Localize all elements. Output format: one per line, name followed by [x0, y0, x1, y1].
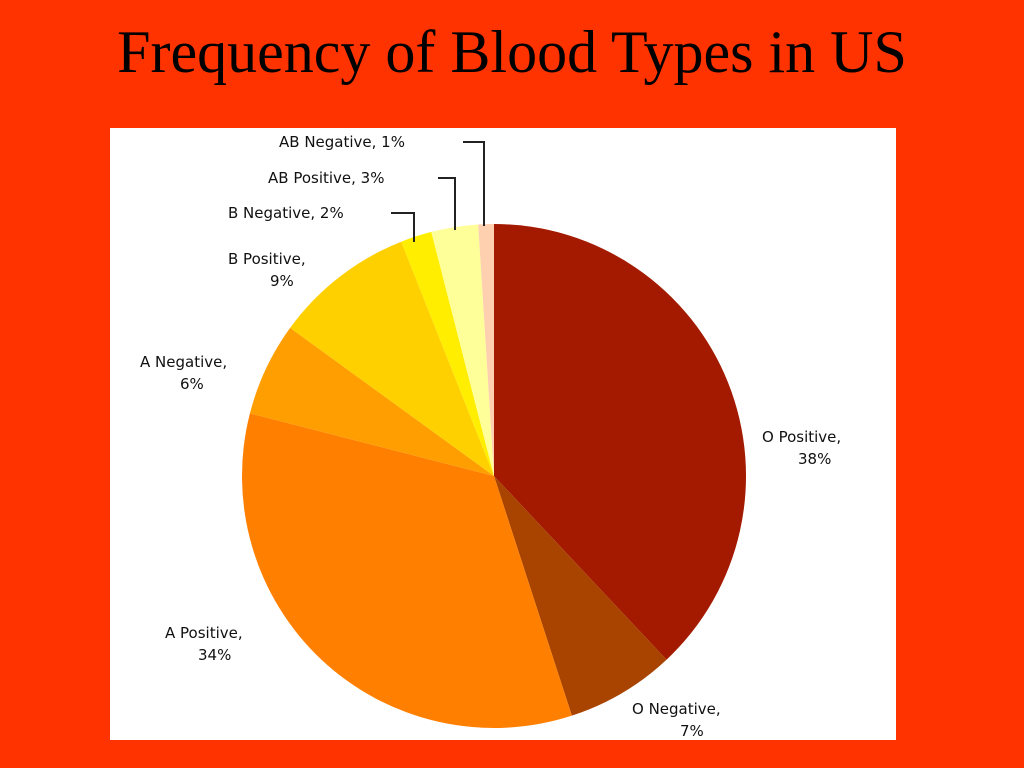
- pie-slice-o-negative: [494, 476, 667, 716]
- slice-label-ab-positive: AB Positive, 3%: [268, 169, 384, 187]
- slice-label-o-negative: O Negative,: [632, 700, 721, 718]
- slice-label-a-positive: A Positive,: [165, 624, 243, 642]
- slice-label-a-negative: A Negative,: [140, 353, 227, 371]
- pie-slice-a-positive: [242, 413, 572, 729]
- slice-label-a-positive-pct: 34%: [198, 646, 231, 664]
- pie-slice-b-positive: [290, 241, 494, 476]
- slice-label-ab-negative: AB Negative, 1%: [279, 133, 405, 151]
- slice-labels: O Positive, 38% O Negative, 7% A Positive, 34…: [140, 133, 841, 740]
- leader-line-b-negative: [391, 212, 415, 242]
- slice-label-b-positive-pct: 9%: [270, 272, 294, 290]
- chart-panel: O Positive, 38% O Negative, 7% A Positive, 34…: [110, 128, 896, 740]
- slice-label-a-negative-pct: 6%: [180, 375, 204, 393]
- pie-slice-ab-positive: [431, 224, 494, 476]
- slice-label-b-negative: B Negative, 2%: [228, 204, 344, 222]
- slice-label-o-positive-pct: 38%: [798, 450, 831, 468]
- leader-line-ab-positive: [438, 177, 456, 230]
- pie-slices: [242, 224, 747, 729]
- slide-title: Frequency of Blood Types in US: [117, 19, 907, 85]
- slice-label-o-positive: O Positive,: [762, 428, 841, 446]
- pie-slice-ab-negative: [478, 224, 494, 476]
- pie-slice-b-negative: [401, 231, 494, 476]
- pie-slice-o-positive: [494, 224, 747, 660]
- slice-label-b-positive: B Positive,: [228, 250, 306, 268]
- leader-lines: [391, 141, 485, 242]
- leader-line-ab-negative: [463, 141, 485, 226]
- pie-chart: O Positive, 38% O Negative, 7% A Positive, 34…: [140, 133, 841, 740]
- pie-slice-a-negative: [249, 327, 494, 476]
- slice-label-o-negative-pct: 7%: [680, 722, 704, 740]
